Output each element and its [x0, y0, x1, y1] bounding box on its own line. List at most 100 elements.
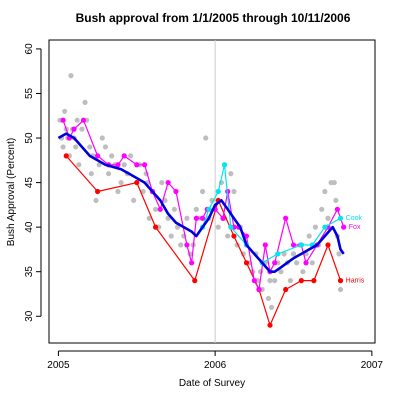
poll-point-93	[309, 260, 315, 266]
poll-point-47	[178, 242, 184, 248]
series-label-fox: Fox	[349, 224, 361, 231]
poll-point-90	[300, 269, 306, 275]
series-point-fox-7	[121, 153, 127, 159]
y-axis-label: Bush Approval (Percent)	[6, 138, 17, 246]
poll-point-101	[333, 197, 339, 204]
poll-point-27	[118, 179, 124, 186]
series-point-harris-13	[325, 242, 331, 248]
x-tick-label-2005: 2005	[47, 360, 70, 371]
poll-point-54	[199, 188, 206, 195]
poll-point-31	[131, 197, 137, 204]
y-tick-label-50: 50	[24, 132, 35, 144]
series-point-fox-16	[193, 215, 199, 221]
poll-point-87	[290, 251, 297, 257]
poll-point-44	[168, 233, 174, 239]
series-point-cook-7	[275, 251, 281, 257]
series-point-harris-1	[94, 188, 101, 195]
poll-point-49	[184, 215, 190, 221]
series-point-fox-6	[115, 162, 121, 168]
series-point-fox-30	[283, 215, 289, 221]
poll-point-80	[268, 304, 275, 310]
series-point-fox-9	[142, 162, 148, 168]
series-point-fox-29	[272, 260, 278, 266]
series-point-fox-26	[256, 286, 262, 293]
poll-point-52	[193, 206, 199, 212]
series-point-harris-14	[337, 278, 344, 284]
y-tick-label-45: 45	[24, 177, 35, 189]
series-point-fox-20	[220, 215, 226, 221]
series-label-harris: Harris	[346, 278, 365, 285]
y-tick-label-35: 35	[24, 266, 35, 278]
series-line-trend	[57, 132, 345, 273]
poll-point-97	[322, 188, 328, 195]
series-point-fox-3	[80, 117, 87, 123]
x-tick-label-2007: 2007	[361, 360, 384, 371]
poll-point-37	[146, 215, 152, 221]
poll-point-96	[319, 206, 325, 212]
series-point-cook-1	[206, 206, 212, 212]
poll-point-7	[68, 73, 74, 79]
poll-point-13	[79, 126, 85, 132]
series-point-cook-10	[322, 224, 328, 230]
poll-point-103	[336, 251, 342, 257]
series-point-harris-11	[298, 278, 304, 284]
series-point-fox-4	[94, 153, 101, 159]
poll-point-45	[171, 206, 177, 212]
poll-point-21	[99, 135, 105, 141]
poll-point-64	[228, 171, 234, 177]
poll-point-94	[312, 224, 319, 230]
series-point-fox-11	[157, 206, 163, 212]
poll-point-75	[257, 269, 264, 275]
y-tick-label-55: 55	[24, 87, 35, 99]
series-point-cook-2	[215, 188, 221, 195]
y-tick-label-60: 60	[24, 43, 35, 55]
series-point-fox-0	[60, 117, 66, 123]
poll-point-10	[73, 144, 79, 150]
poll-point-17	[88, 171, 94, 177]
poll-point-104	[337, 286, 344, 293]
chart-title: Bush approval from 1/1/2005 through 10/1…	[76, 11, 351, 25]
poll-point-16	[87, 144, 93, 150]
poll-point-41	[159, 179, 165, 186]
series-point-fox-37	[341, 224, 347, 230]
series-point-fox-14	[184, 242, 190, 248]
series-point-harris-7	[243, 260, 250, 266]
series-point-fox-15	[189, 260, 195, 266]
poll-point-98	[325, 215, 331, 221]
plot-frame	[48, 39, 376, 344]
y-tick-label-30: 30	[24, 310, 35, 322]
poll-point-63	[225, 233, 231, 239]
poll-point-86	[287, 278, 293, 284]
poll-point-55	[203, 135, 209, 141]
series-point-fox-25	[251, 278, 257, 284]
series-point-harris-12	[311, 278, 317, 284]
x-axis-label: Date of Survey	[179, 378, 245, 389]
poll-point-78	[265, 295, 272, 302]
poll-point-11	[74, 117, 80, 123]
series-line-harris	[65, 155, 342, 326]
series-point-fox-27	[262, 242, 268, 248]
poll-point-46	[174, 224, 181, 230]
series-point-fox-17	[199, 215, 206, 221]
series-point-harris-6	[231, 233, 237, 239]
series-point-fox-12	[165, 179, 171, 186]
x-axis: 2005 2006 2007	[47, 350, 384, 371]
poll-point-14	[82, 99, 88, 105]
poll-point-23	[105, 171, 112, 177]
series-point-fox-33	[303, 260, 309, 266]
poll-point-3	[62, 108, 68, 114]
poll-point-83	[278, 269, 284, 275]
series-lines	[57, 117, 347, 328]
series-point-fox-13	[173, 188, 179, 195]
poll-point-39	[152, 206, 159, 212]
poll-point-28	[121, 162, 127, 168]
series-point-fox-31	[290, 242, 297, 248]
poll-point-65	[231, 188, 237, 195]
poll-point-22	[102, 144, 109, 150]
x-tick-label-2006: 2006	[204, 360, 227, 371]
poll-point-19	[93, 197, 99, 204]
series-point-harris-9	[267, 322, 273, 328]
series-point-cook-11	[337, 215, 344, 221]
poll-point-12	[76, 162, 82, 168]
